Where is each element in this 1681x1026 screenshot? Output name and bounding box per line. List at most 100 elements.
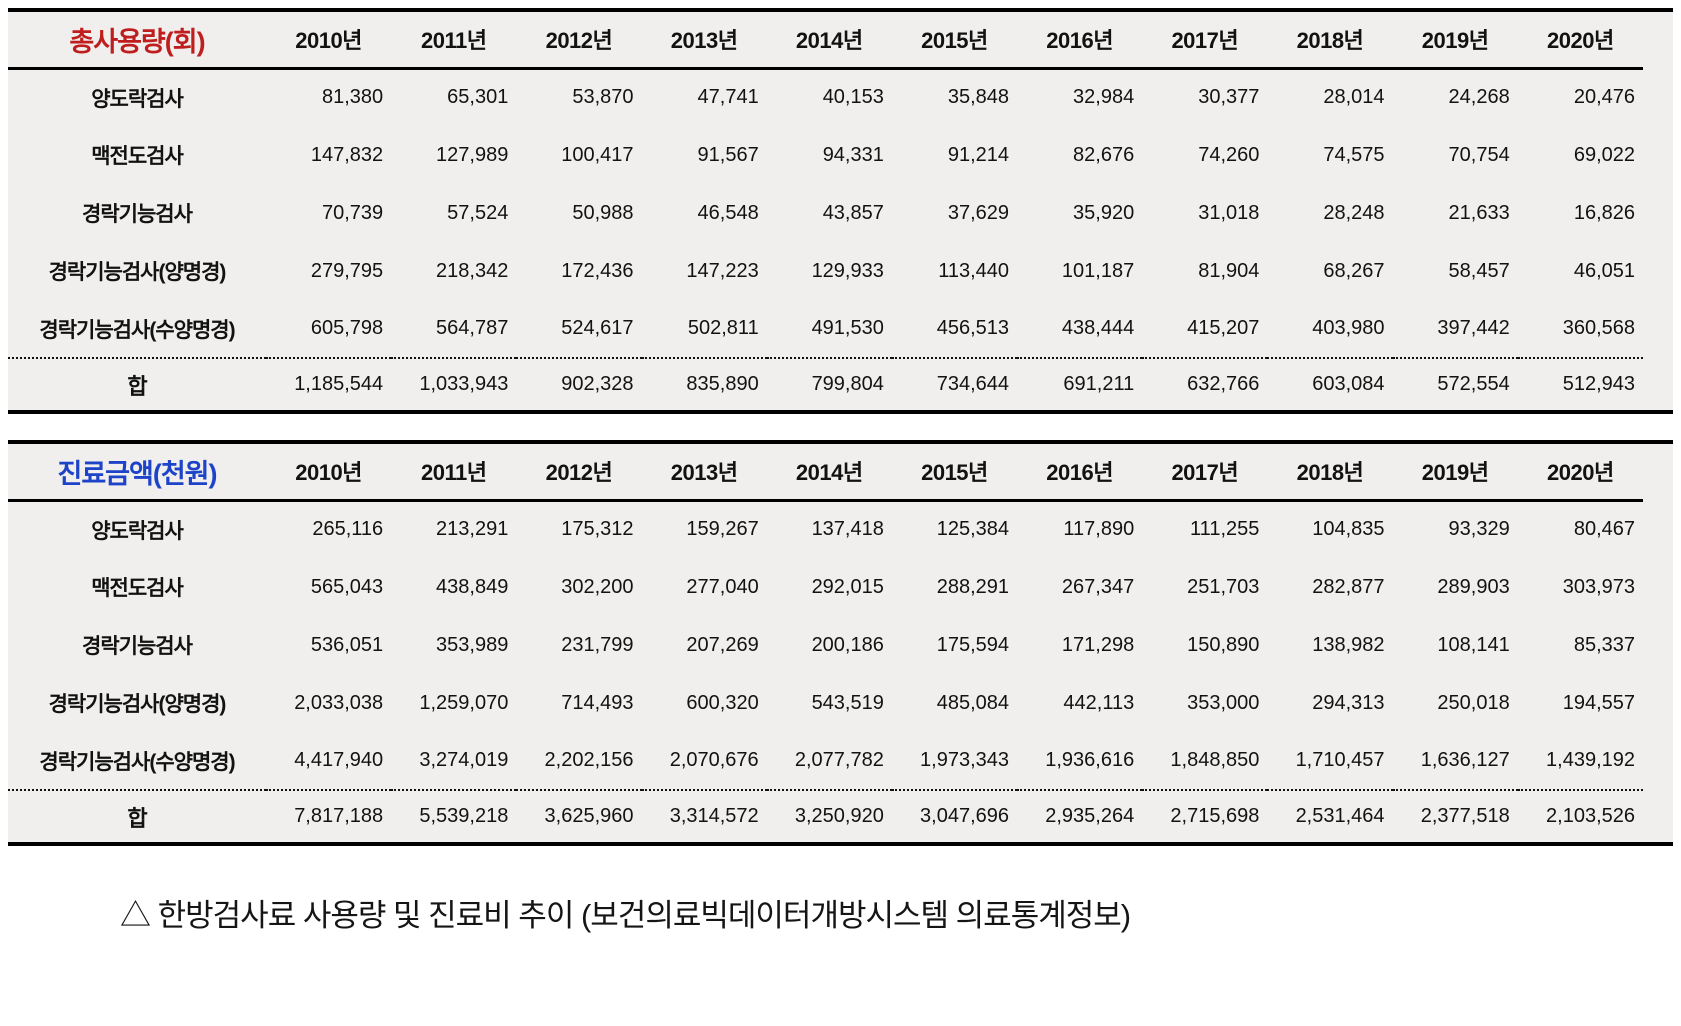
value-cell: 536,051 [310,633,384,656]
value-cell: 172,436 [561,259,634,282]
value-cell: 1,636,127 [1420,749,1510,771]
total-value-cell: 5,539,218 [391,789,517,842]
year-header: 2013년 [641,444,767,502]
table-row: 경락기능검사(양명경) 2,033,038 1,259,070 714,493 600,… [8,674,1643,732]
total-value-cell: 572,554 [1392,357,1518,410]
year-header: 2018년 [1267,444,1393,502]
value-cell: 111,255 [1190,518,1260,541]
value-cell: 3,274,019 [419,749,509,771]
year-header: 2012년 [516,12,642,70]
year-header: 2016년 [1017,12,1143,70]
value-cell: 35,920 [1073,201,1135,224]
value-cell: 1,439,192 [1546,749,1635,771]
value-cell: 605,798 [310,317,384,339]
row-label: 경락기능검사(수양명경) [39,750,235,774]
value-cell: 91,567 [697,143,759,166]
row-label: 맥전도검사 [91,145,184,168]
data-table-grid: 총사용량(회) 2010년 2011년 2012년 2013년 2014년 2015년 201… [8,12,1643,410]
value-cell: 1,259,070 [419,691,509,714]
value-cell: 24,268 [1448,86,1510,109]
value-cell: 265,116 [312,518,384,541]
total-value-cell: 2,531,464 [1267,789,1393,842]
row-label: 경락기능검사(수양명경) [39,318,235,342]
value-cell: 74,575 [1323,143,1385,166]
value-cell: 35,848 [947,86,1010,109]
year-header: 2019년 [1392,12,1518,70]
value-cell: 28,248 [1323,201,1385,224]
value-cell: 415,207 [1187,317,1260,339]
total-value-cell: 3,314,572 [641,789,767,842]
total-value-cell: 512,943 [1517,357,1643,410]
value-cell: 2,033,038 [294,691,384,714]
value-cell: 50,988 [572,201,634,224]
value-cell: 565,043 [310,575,384,598]
value-cell: 218,342 [436,259,509,282]
value-cell: 279,795 [310,259,384,282]
value-cell: 485,084 [936,691,1010,714]
value-cell: 2,077,782 [794,749,884,771]
row-label: 경락기능검사(양명경) [48,693,227,716]
value-cell: 438,444 [1061,317,1135,339]
figure-page: 총사용량(회) 2010년 2011년 2012년 2013년 2014년 2015년 201… [8,8,1673,933]
row-label: 양도락검사 [91,87,184,111]
row-label: 맥전도검사 [91,577,184,600]
value-cell: 70,739 [322,201,384,224]
value-cell: 303,973 [1562,575,1635,598]
total-value-cell: 2,935,264 [1017,789,1143,842]
value-cell: 231,799 [561,633,634,656]
value-cell: 16,826 [1573,201,1635,224]
value-cell: 58,457 [1448,259,1510,282]
value-cell: 68,267 [1323,259,1385,282]
total-value-cell: 3,047,696 [891,789,1018,842]
value-cell: 53,870 [572,86,634,109]
value-cell: 32,984 [1073,86,1135,109]
year-header: 2017년 [1142,12,1268,70]
value-cell: 267,347 [1061,575,1135,598]
total-value-cell: 835,890 [641,357,767,410]
value-cell: 43,857 [822,201,884,224]
value-cell: 117,890 [1063,518,1135,541]
value-cell: 353,000 [1187,691,1260,714]
value-cell: 175,312 [561,518,634,541]
value-cell: 360,568 [1562,317,1635,339]
value-cell: 101,187 [1061,259,1135,282]
value-cell: 150,890 [1187,633,1260,656]
value-cell: 125,384 [936,518,1010,541]
table-header-row: 총사용량(회) 2010년 2011년 2012년 2013년 2014년 2015년 201… [8,12,1643,70]
value-cell: 82,676 [1073,143,1135,166]
value-cell: 1,848,850 [1170,749,1260,771]
table-row: 맥전도검사 147,832 127,989 100,417 91,567 94,331 91… [8,126,1643,184]
value-cell: 94,331 [822,143,884,166]
value-cell: 438,849 [436,575,509,598]
value-cell: 456,513 [936,317,1010,339]
value-cell: 491,530 [811,317,884,339]
value-cell: 81,904 [1198,259,1260,282]
table-row: 맥전도검사 565,043 438,849 302,200 277,040 292,015… [8,558,1643,616]
year-header: 2018년 [1267,12,1393,70]
total-value-cell: 2,377,518 [1392,789,1518,842]
value-cell: 159,267 [686,518,759,541]
total-value-cell: 799,804 [766,357,892,410]
value-cell: 564,787 [436,317,509,339]
value-cell: 353,989 [436,633,509,656]
value-cell: 147,223 [686,259,759,282]
total-value-cell: 691,211 [1017,357,1143,410]
table-total-row: 합 7,817,188 5,539,218 3,625,960 3,314,572 3,2… [8,789,1643,842]
total-value-cell: 3,250,920 [766,789,892,842]
value-cell: 250,018 [1437,691,1510,714]
value-cell: 282,877 [1312,575,1385,598]
year-header: 2020년 [1517,444,1643,502]
total-value-cell: 632,766 [1142,357,1268,410]
table-row: 경락기능검사(수양명경) 4,417,940 3,274,019 2,202,156 2… [8,732,1643,790]
value-cell: 442,113 [1063,691,1135,714]
year-header: 2017년 [1142,444,1268,502]
value-cell: 127,989 [436,143,509,166]
value-cell: 171,298 [1061,633,1135,656]
table-total-row: 합 1,185,544 1,033,943 902,328 835,890 799,804… [8,357,1643,410]
table-row: 경락기능검사(수양명경) 605,798 564,787 524,617 502,811… [8,300,1643,358]
value-cell: 1,936,616 [1045,749,1135,771]
value-cell: 2,070,676 [669,749,759,771]
value-cell: 397,442 [1437,317,1510,339]
year-header: 2012년 [516,444,642,502]
total-value-cell: 603,084 [1267,357,1393,410]
